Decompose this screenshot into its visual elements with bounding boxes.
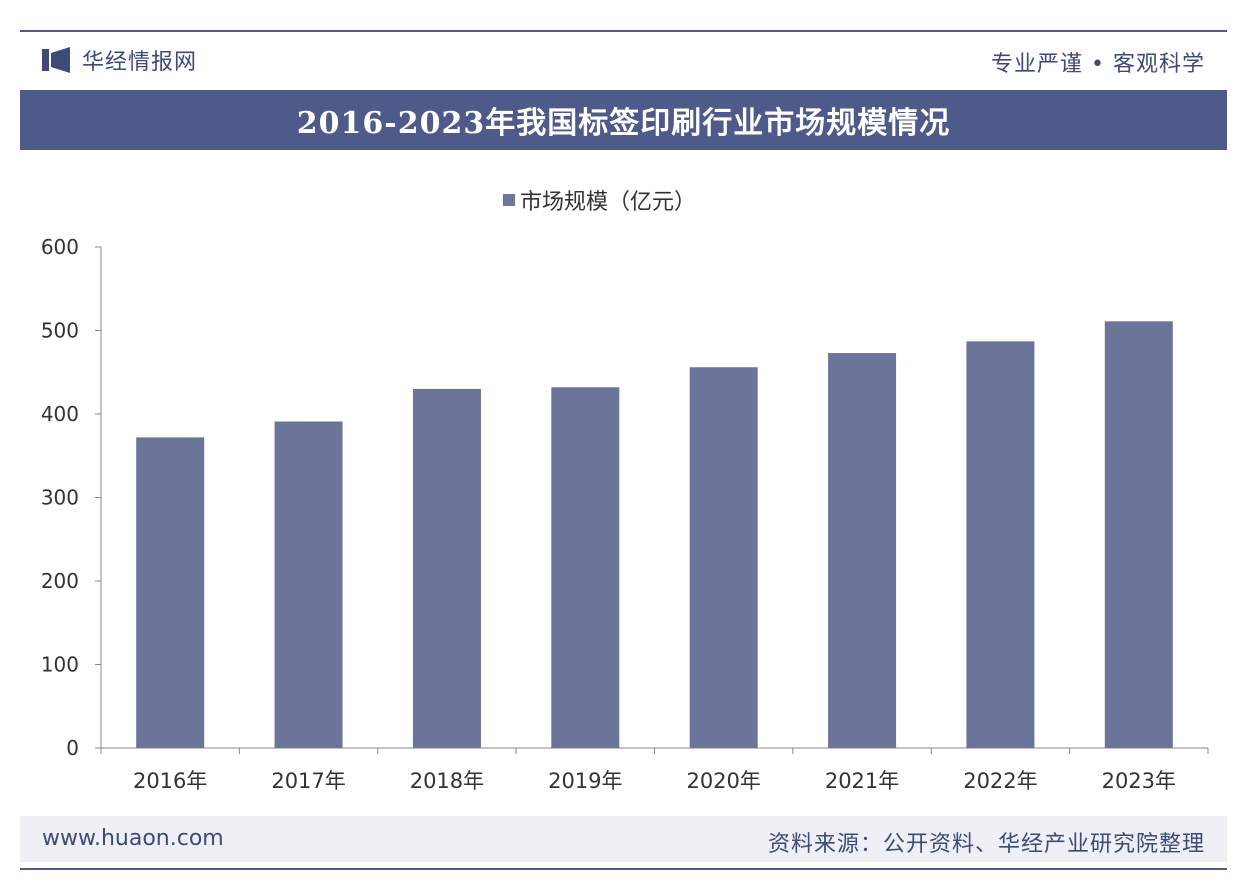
- y-tick-label: 0: [66, 736, 79, 760]
- bar-2022年: [966, 341, 1035, 748]
- x-tick-label: 2019年: [548, 769, 622, 793]
- footer-url: www.huaon.com: [42, 826, 224, 851]
- y-tick-label: 600: [41, 235, 79, 259]
- title-bar: 2016-2023年我国标签印刷行业市场规模情况: [20, 90, 1227, 150]
- bars: [136, 321, 1173, 748]
- x-tick-label: 2022年: [963, 769, 1037, 793]
- y-axis: 0 100 200 300 400 500 600: [41, 235, 102, 760]
- brand-name: 华经情报网: [82, 50, 198, 75]
- x-tick-label: 2021年: [825, 769, 899, 793]
- footer-source: 资料来源：公开资料、华经产业研究院整理: [767, 832, 1205, 857]
- header: 华经情报网 专业严谨 • 客观科学: [20, 36, 1227, 86]
- brand-logo-icon: [42, 47, 70, 73]
- x-tick-label: 2016年: [133, 769, 207, 793]
- bar-2023年: [1104, 321, 1173, 748]
- x-axis: 2016年 2017年 2018年 2019年 2020年 2021年 2022年 2023年: [100, 747, 1209, 793]
- bar-2021年: [828, 353, 897, 748]
- legend: 市场规模（亿元）: [503, 190, 696, 215]
- y-tick-label: 500: [41, 319, 79, 343]
- legend-swatch: [503, 194, 515, 206]
- bar-2018年: [412, 388, 481, 748]
- bar-2020年: [689, 367, 758, 748]
- x-tick-label: 2018年: [410, 769, 484, 793]
- slogan: 专业严谨 • 客观科学: [991, 52, 1205, 77]
- y-tick-label: 400: [41, 402, 79, 426]
- x-tick-label: 2023年: [1102, 769, 1176, 793]
- y-tick-label: 300: [41, 486, 79, 510]
- top-frame-line: [20, 30, 1227, 32]
- bar-2019年: [551, 387, 620, 748]
- y-tick-label: 100: [41, 653, 79, 677]
- bar-2017年: [274, 421, 343, 748]
- chart-title: 2016-2023年我国标签印刷行业市场规模情况: [296, 106, 951, 141]
- brand: 华经情报网: [42, 44, 197, 76]
- bottom-frame-line: [20, 868, 1227, 870]
- footer: www.huaon.com 资料来源：公开资料、华经产业研究院整理: [20, 816, 1227, 862]
- legend-label: 市场规模（亿元）: [520, 190, 696, 215]
- x-tick-label: 2017年: [271, 769, 345, 793]
- bar-2016年: [136, 437, 205, 748]
- x-tick-label: 2020年: [686, 769, 760, 793]
- y-tick-label: 200: [41, 569, 79, 593]
